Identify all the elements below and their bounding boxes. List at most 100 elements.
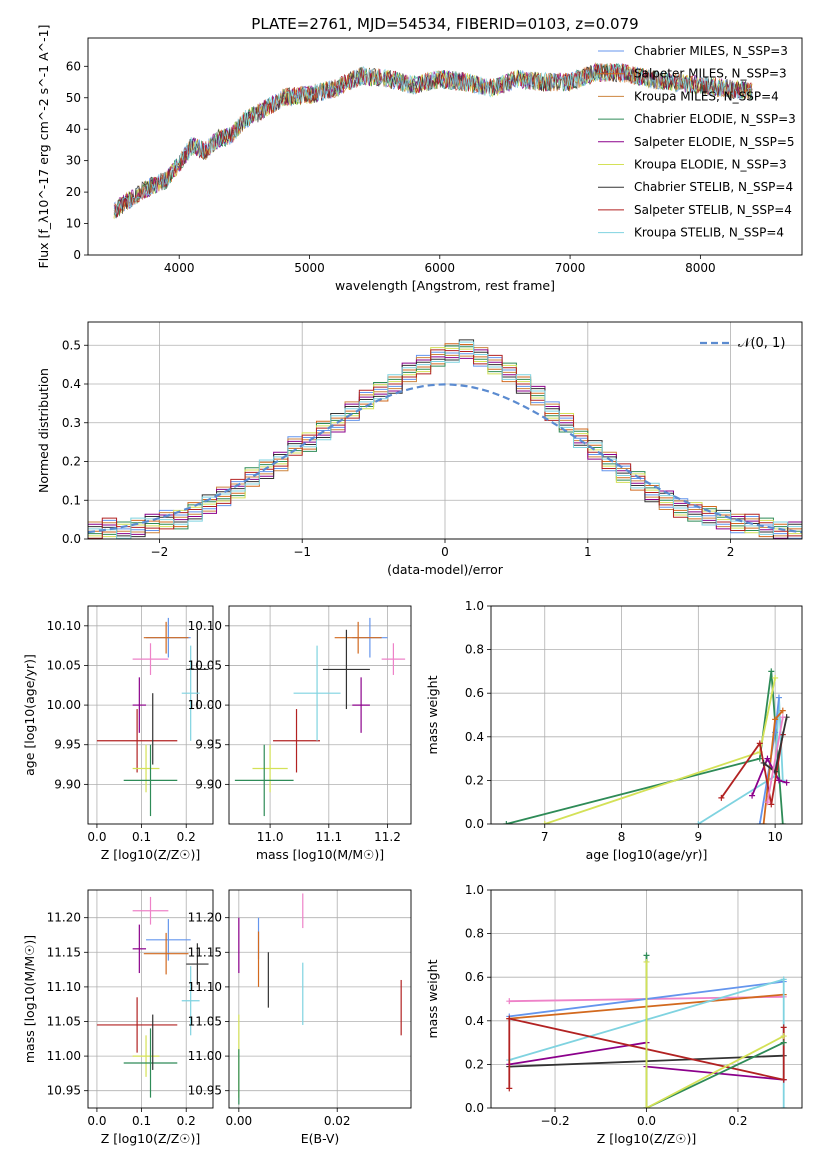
spectrum-series-line — [113, 63, 753, 216]
x-tick-label: 0 — [441, 545, 449, 559]
x-tick-label: 8000 — [685, 261, 716, 275]
x-tick-label: −2 — [151, 545, 169, 559]
panel-mass_vs_Z: 0.0 0.1 0.2 10.95 11.00 11.05 11.10 11.15 11.20 Z… — [22, 889, 214, 1146]
y-tick-label: 0.2 — [465, 773, 484, 787]
y-axis-label: mass [log10(M/M☉)] — [22, 935, 37, 1063]
x-tick-label: −0.2 — [540, 1114, 569, 1128]
y-tick-label: 9.90 — [54, 777, 81, 791]
weight-series-line — [645, 961, 785, 1108]
x-tick-label: 11.1 — [315, 830, 342, 844]
y-tick-label: 11.20 — [47, 911, 81, 925]
histogram-series — [88, 341, 802, 539]
legend-entry: Salpeter ELODIE, N_SSP=5 — [634, 135, 795, 149]
y-tick-label: 0.6 — [465, 686, 484, 700]
y-tick-label: 20 — [66, 185, 81, 199]
y-tick-label: 0.2 — [465, 1057, 484, 1071]
weight-point-marker — [772, 716, 779, 723]
legend-entry: Kroupa STELIB, N_SSP=4 — [634, 226, 784, 240]
x-axis-label: age [log10(age/yr)] — [586, 847, 708, 862]
y-tick-label: 10.95 — [188, 1084, 222, 1098]
y-tick-label: 11.05 — [47, 1014, 81, 1028]
plot-content — [234, 617, 406, 817]
weight-point-marker — [780, 1039, 787, 1046]
weight-point-marker — [779, 714, 786, 721]
x-axis-label: (data-model)/error — [387, 562, 504, 577]
axes-frame — [490, 605, 803, 825]
x-tick-label: 5000 — [294, 261, 325, 275]
y-tick-label: 11.15 — [47, 945, 81, 959]
y-tick-label: 0.4 — [62, 377, 81, 391]
y-tick-label: 1.0 — [465, 883, 484, 897]
histogram-series — [88, 347, 802, 538]
weight-point-marker — [779, 821, 786, 824]
weight-point-marker — [643, 1105, 650, 1108]
y-axis-label: Flux [f_λ10^-17 erg cm^-2 s^-1 A^-1] — [36, 25, 51, 269]
weight-series-line — [544, 677, 776, 824]
y-tick-label: 0.8 — [465, 643, 484, 657]
weight-point-marker — [764, 755, 771, 762]
axes-frame — [87, 605, 214, 825]
y-tick-label: 10.05 — [188, 658, 222, 672]
y-tick-label: 10.10 — [47, 619, 81, 633]
x-tick-label: 2 — [727, 545, 735, 559]
x-axis-label: Z [log10(Z/Z☉)] — [597, 1131, 697, 1146]
weight-point-marker — [780, 1105, 787, 1108]
x-tick-label: 0.1 — [132, 1114, 151, 1128]
histogram-series — [88, 339, 802, 539]
axes-frame — [228, 889, 412, 1109]
weight-point-marker — [768, 801, 775, 808]
x-tick-label: −1 — [293, 545, 311, 559]
y-tick-label: 0.4 — [465, 1014, 484, 1028]
x-tick-label: 4000 — [164, 261, 195, 275]
y-tick-label: 11.15 — [188, 945, 222, 959]
weight-point-marker — [506, 1015, 513, 1022]
x-tick-label: 0.2 — [177, 1114, 196, 1128]
y-tick-label: 11.10 — [188, 980, 222, 994]
y-tick-label: 11.00 — [47, 1049, 81, 1063]
x-tick-label: 0.00 — [225, 1114, 252, 1128]
axes-frame — [87, 321, 803, 540]
x-axis-label: wavelength [Angstrom, rest frame] — [335, 278, 555, 293]
panel-age_vs_Z: 0.0 0.1 0.2 9.90 9.95 10.00 10.05 10.10 Z [log10… — [22, 605, 214, 862]
x-tick-label: 11.0 — [257, 830, 284, 844]
y-tick-label: 0.5 — [62, 338, 81, 352]
x-tick-label: 10 — [767, 830, 782, 844]
weight-point-marker — [780, 976, 787, 983]
y-tick-label: 11.20 — [188, 911, 222, 925]
panel-residual_hist: −2 −1 0 1 2 0.0 0.1 0.2 0.3 0.4 0.5 (data-model)/er… — [36, 321, 803, 577]
weight-series-line — [766, 717, 784, 803]
x-axis-label: E(B-V) — [301, 1131, 340, 1146]
axes-frame — [87, 37, 803, 256]
x-tick-label: 0.02 — [324, 1114, 351, 1128]
x-tick-label: 0.0 — [87, 1114, 106, 1128]
weight-point-marker — [643, 958, 650, 965]
y-tick-label: 0.8 — [465, 927, 484, 941]
y-tick-label: 30 — [66, 154, 81, 168]
weight-point-marker — [780, 1033, 787, 1040]
weight-point-marker — [760, 759, 767, 766]
y-tick-label: 9.90 — [195, 777, 222, 791]
y-tick-label: 40 — [66, 122, 81, 136]
plot-content — [88, 339, 802, 539]
y-tick-label: 0.0 — [62, 532, 81, 546]
x-tick-label: 0.0 — [637, 1114, 656, 1128]
y-tick-label: 0.2 — [62, 455, 81, 469]
histogram-series — [88, 349, 802, 539]
weight-point-marker — [541, 821, 548, 824]
y-tick-label: 10.95 — [47, 1084, 81, 1098]
weight-point-marker — [506, 1085, 513, 1092]
panel-weight_vs_age: 7 8 9 10 0.0 0.2 0.4 0.6 0.8 1.0 age [log10(age/yr… — [425, 599, 803, 862]
plot-area: 4000 5000 6000 7000 80000102030405060wavelen… — [22, 25, 803, 1146]
axes-frame — [87, 889, 214, 1109]
legend-entry: Chabrier ELODIE, N_SSP=3 — [634, 112, 796, 126]
x-tick-label: 11.2 — [374, 830, 401, 844]
y-axis-label: age [log10(age/yr)] — [22, 654, 37, 776]
plot-content — [96, 617, 209, 817]
y-tick-label: 0 — [73, 248, 81, 262]
weight-point-marker — [503, 821, 510, 824]
weight-point-marker — [756, 740, 763, 747]
y-tick-label: 0.0 — [465, 817, 484, 831]
weight-point-marker — [643, 952, 650, 959]
weight-point-marker — [756, 821, 763, 824]
